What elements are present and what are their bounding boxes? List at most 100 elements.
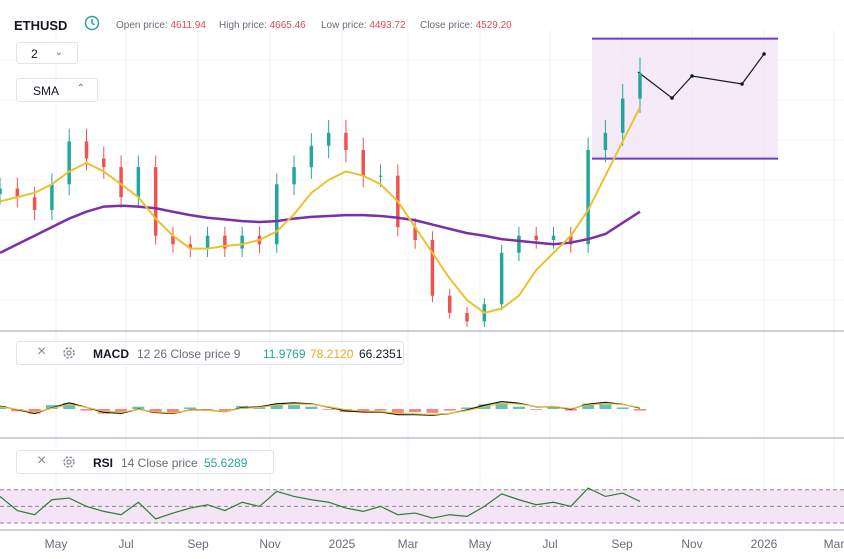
macd-bar <box>322 409 335 410</box>
candle-body <box>326 132 331 146</box>
macd-bar <box>184 407 197 409</box>
interval-value: 2 <box>31 47 38 61</box>
clock-icon[interactable] <box>84 15 100 31</box>
macd-params: 12 26 Close price 9 <box>137 347 241 361</box>
pane-separators <box>0 330 844 531</box>
x-tick-label: May <box>468 537 492 551</box>
candle-body <box>534 235 538 240</box>
rsi-line <box>0 487 641 520</box>
candle-body <box>136 167 141 198</box>
x-tick-label: 2025 <box>328 537 356 551</box>
candle-body <box>119 167 123 198</box>
close-icon[interactable]: × <box>37 452 47 469</box>
candle-body <box>67 141 71 185</box>
macd-bar <box>305 406 318 409</box>
macd-bar <box>495 402 508 409</box>
candle-body <box>344 132 348 150</box>
high-label: High price: <box>219 20 267 31</box>
rsi-name: RSI <box>93 456 114 470</box>
gear-icon[interactable] <box>61 454 77 470</box>
chevron-down-icon: ⌄ <box>54 47 63 58</box>
macd-bar <box>530 409 543 410</box>
macd-bar <box>149 409 162 413</box>
projection-arrow-point <box>670 96 674 100</box>
gear-icon[interactable] <box>61 345 77 361</box>
macd-bar <box>564 409 577 411</box>
low-label: Low price: <box>321 20 367 31</box>
candle-body <box>205 235 210 249</box>
close-icon[interactable]: × <box>37 343 47 360</box>
macd-bar <box>166 409 179 413</box>
sma-slow-line <box>0 204 641 254</box>
macd-bar <box>201 409 214 410</box>
macd-value-3: 66.2351 <box>359 347 403 361</box>
macd-bar <box>616 407 629 409</box>
macd-bar <box>357 409 370 412</box>
macd-name: MACD <box>93 347 129 361</box>
macd-bar <box>374 409 387 411</box>
sma-button[interactable]: SMA ⌃ <box>16 78 98 102</box>
rsi-value: 55.6289 <box>204 456 248 470</box>
x-tick-label: Nov <box>259 537 281 551</box>
candle-body <box>171 235 175 245</box>
candle-body <box>240 235 244 249</box>
candle-body <box>603 132 608 150</box>
candles <box>0 57 642 327</box>
x-tick-label: Nov <box>681 537 703 551</box>
candle-body <box>430 240 435 296</box>
candle-body <box>32 197 37 210</box>
x-tick-label: Jul <box>118 537 134 551</box>
projection-arrow-point <box>740 82 744 86</box>
candle-body <box>586 150 590 245</box>
candle-body <box>465 312 469 322</box>
x-tick-label: 2026 <box>750 537 778 551</box>
projection-box <box>592 38 778 159</box>
x-tick-label: May <box>44 537 68 551</box>
macd-bar <box>634 409 646 411</box>
interval-select[interactable]: 2 ⌄ <box>16 42 78 64</box>
macd-bar <box>132 406 145 409</box>
macd-legend: × MACD 12 26 Close price 9 11.9769 78.21… <box>16 341 404 365</box>
candle-body <box>309 145 314 168</box>
x-tick-label: Sep <box>611 537 633 551</box>
x-tick-label: Mar <box>823 537 844 551</box>
open-value: 4611.94 <box>170 20 206 31</box>
macd-histogram <box>0 402 646 414</box>
projection-arrow-point <box>762 52 766 56</box>
candle-body <box>378 175 383 177</box>
x-tick-label: Jul <box>542 537 558 551</box>
candle-body <box>638 72 642 99</box>
macd-bar <box>426 409 439 413</box>
macd-bar <box>547 407 560 409</box>
macd-signal-line <box>0 402 641 416</box>
rsi-params: 14 Close price <box>121 456 198 470</box>
candle-body <box>413 227 417 240</box>
x-tick-label: Mar <box>397 537 419 551</box>
open-label: Open price: <box>116 20 168 31</box>
macd-bar <box>409 409 422 413</box>
sma-label: SMA <box>33 84 60 98</box>
macd-value-2: 78.2120 <box>310 347 354 361</box>
candle-body <box>102 158 106 168</box>
macd-bar <box>218 409 231 412</box>
macd-bar <box>28 409 41 414</box>
candle-body <box>620 98 625 133</box>
sma-fast-line <box>0 106 641 314</box>
candle-body <box>292 167 296 185</box>
candle-body <box>569 235 573 245</box>
macd-bar <box>512 406 525 409</box>
close-label: Close price: <box>420 20 473 31</box>
candle-body <box>361 150 365 176</box>
macd-bar <box>599 404 612 409</box>
low-value: 4493.72 <box>369 20 406 31</box>
rsi-legend: × RSI 14 Close price 55.6289 <box>16 450 274 474</box>
macd-bar <box>80 409 93 411</box>
macd-bar <box>63 402 76 409</box>
candle-body <box>153 167 158 236</box>
macd-bar <box>45 405 58 409</box>
open-price: Open price: 4611.94 <box>116 20 206 31</box>
macd-bar <box>443 409 456 411</box>
macd-bar <box>391 409 404 414</box>
close-price: Close price: 4529.20 <box>420 20 512 31</box>
